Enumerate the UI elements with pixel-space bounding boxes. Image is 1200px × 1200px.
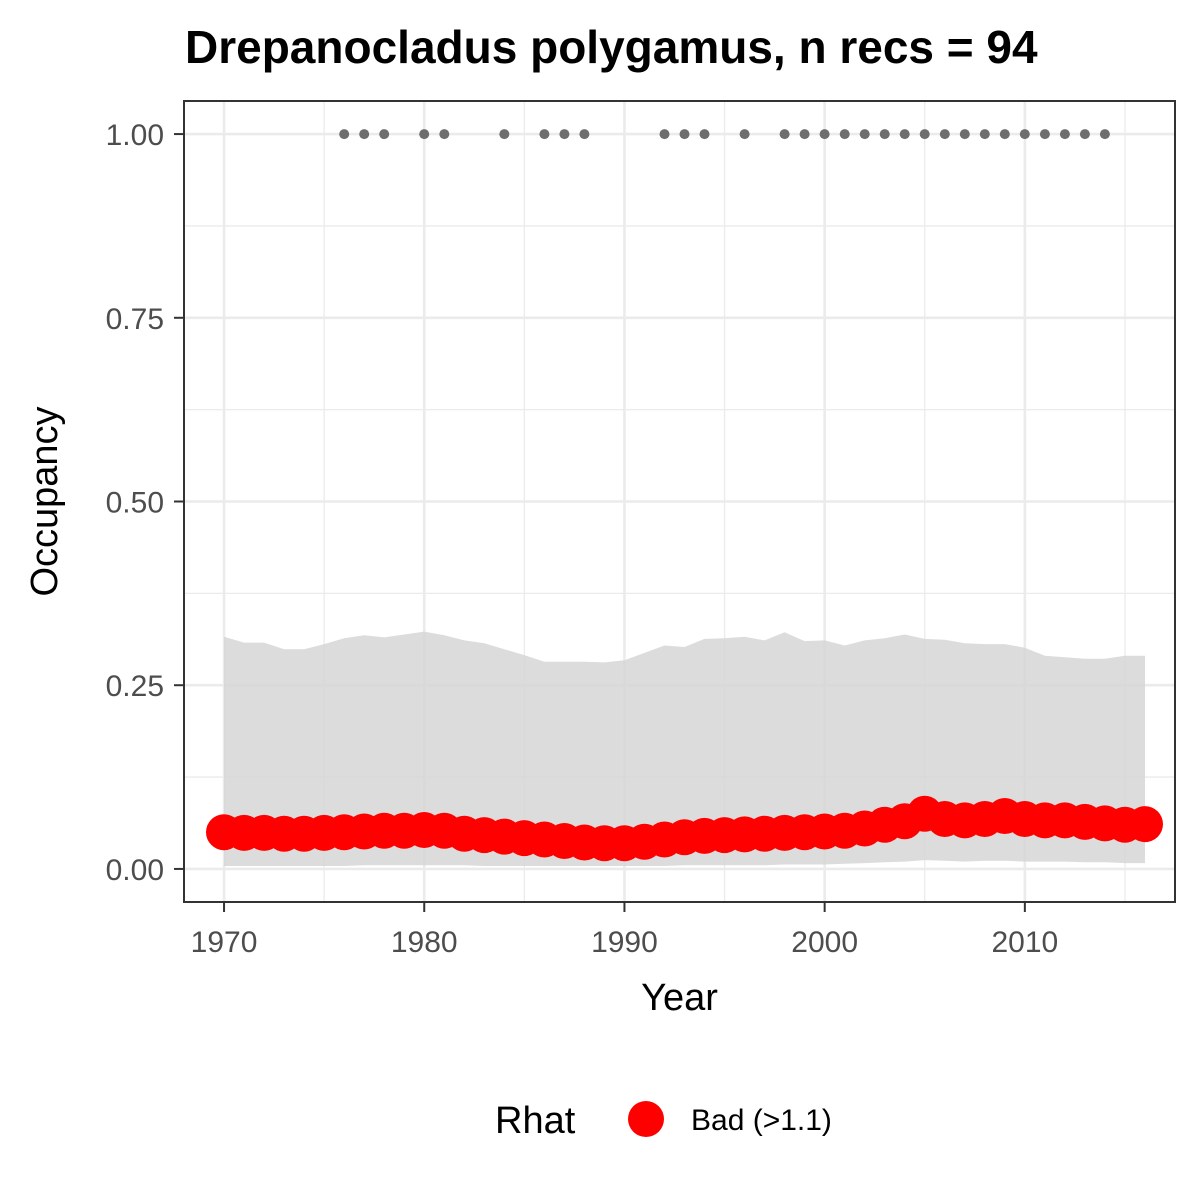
x-axis: 1970 1980 1990 2000 2010	[191, 902, 1058, 959]
x-tick-label: 1990	[591, 926, 658, 959]
record-point	[559, 129, 570, 140]
record-point	[779, 129, 790, 140]
record-point	[419, 129, 430, 140]
record-point	[939, 129, 950, 140]
y-tick-label: 1.00	[106, 119, 164, 152]
y-tick-label: 0.25	[106, 670, 164, 703]
record-point	[679, 129, 690, 140]
plot-panel	[183, 100, 1176, 903]
record-point	[959, 129, 970, 140]
record-point	[659, 129, 670, 140]
record-point	[919, 129, 930, 140]
x-tick-label: 2010	[991, 926, 1058, 959]
x-tick-label: 1970	[191, 926, 258, 959]
record-point	[359, 129, 370, 140]
y-tick-label: 0.50	[106, 487, 164, 520]
record-point	[859, 129, 870, 140]
y-axis: 0.00 0.25 0.50 0.75 1.00	[106, 119, 184, 887]
record-point	[579, 129, 590, 140]
record-point	[1039, 129, 1050, 140]
record-point	[1079, 129, 1090, 140]
record-point	[879, 129, 890, 140]
record-point	[839, 129, 850, 140]
record-point	[1019, 129, 1030, 140]
record-point	[699, 129, 710, 140]
x-axis-title: Year	[641, 977, 718, 1019]
y-tick-label: 0.00	[106, 854, 164, 887]
mean-occupancy-point	[1127, 806, 1163, 843]
mean-occupancy-layer	[206, 795, 1163, 862]
record-point	[539, 129, 550, 140]
x-tick-label: 1980	[391, 926, 458, 959]
chart-title: Drepanocladus polygamus, n recs = 94	[185, 21, 1038, 73]
record-point	[739, 129, 750, 140]
record-points-layer	[339, 129, 1110, 140]
record-point	[799, 129, 810, 140]
y-tick-label: 0.75	[106, 303, 164, 336]
legend-title: Rhat	[495, 1100, 576, 1142]
legend-key-bad-rhat	[628, 1101, 664, 1137]
record-point	[439, 129, 450, 140]
record-point	[819, 129, 830, 140]
record-point	[379, 129, 390, 140]
record-point	[899, 129, 910, 140]
x-tick-label: 2000	[791, 926, 858, 959]
record-point	[1059, 129, 1070, 140]
record-point	[999, 129, 1010, 140]
record-point	[979, 129, 990, 140]
record-point	[339, 129, 350, 140]
legend: Rhat Bad (>1.1)	[495, 1100, 832, 1142]
record-point	[499, 129, 510, 140]
legend-label-bad-rhat: Bad (>1.1)	[691, 1104, 832, 1137]
record-point	[1099, 129, 1110, 140]
y-axis-title: Occupancy	[24, 406, 66, 596]
